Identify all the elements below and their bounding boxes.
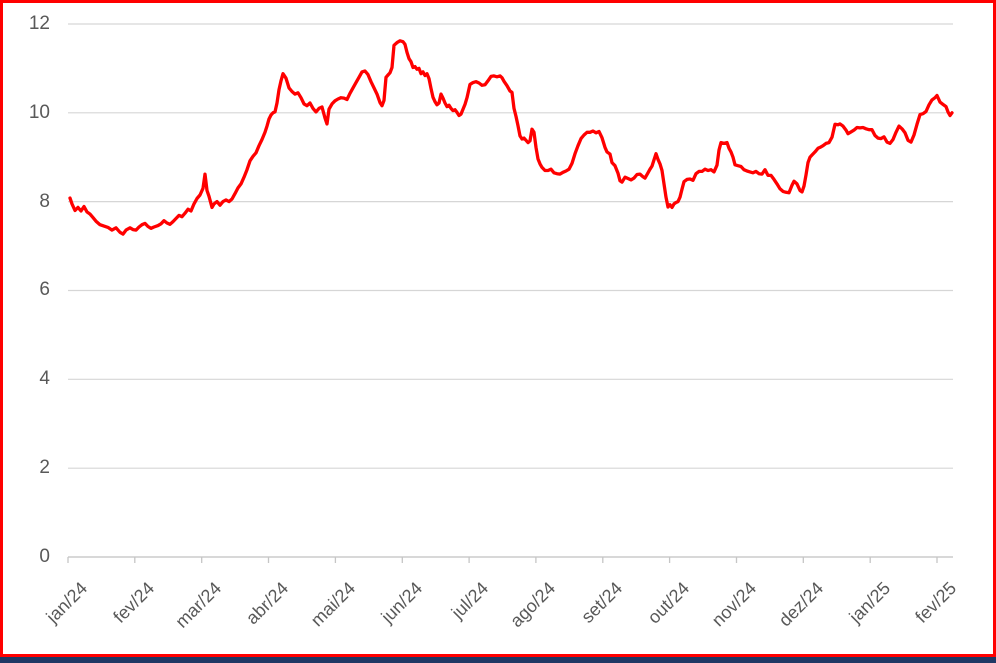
y-axis-label: 12 bbox=[28, 12, 50, 34]
series-line bbox=[68, 39, 954, 236]
bottom-window-edge bbox=[0, 657, 996, 663]
y-axis-label: 6 bbox=[39, 279, 50, 301]
y-axis-label: 4 bbox=[39, 368, 50, 390]
y-axis-label: 8 bbox=[39, 190, 50, 212]
y-axis-label: 2 bbox=[39, 457, 50, 479]
y-axis-label: 0 bbox=[39, 546, 50, 567]
y-axis-label: 10 bbox=[28, 101, 50, 123]
